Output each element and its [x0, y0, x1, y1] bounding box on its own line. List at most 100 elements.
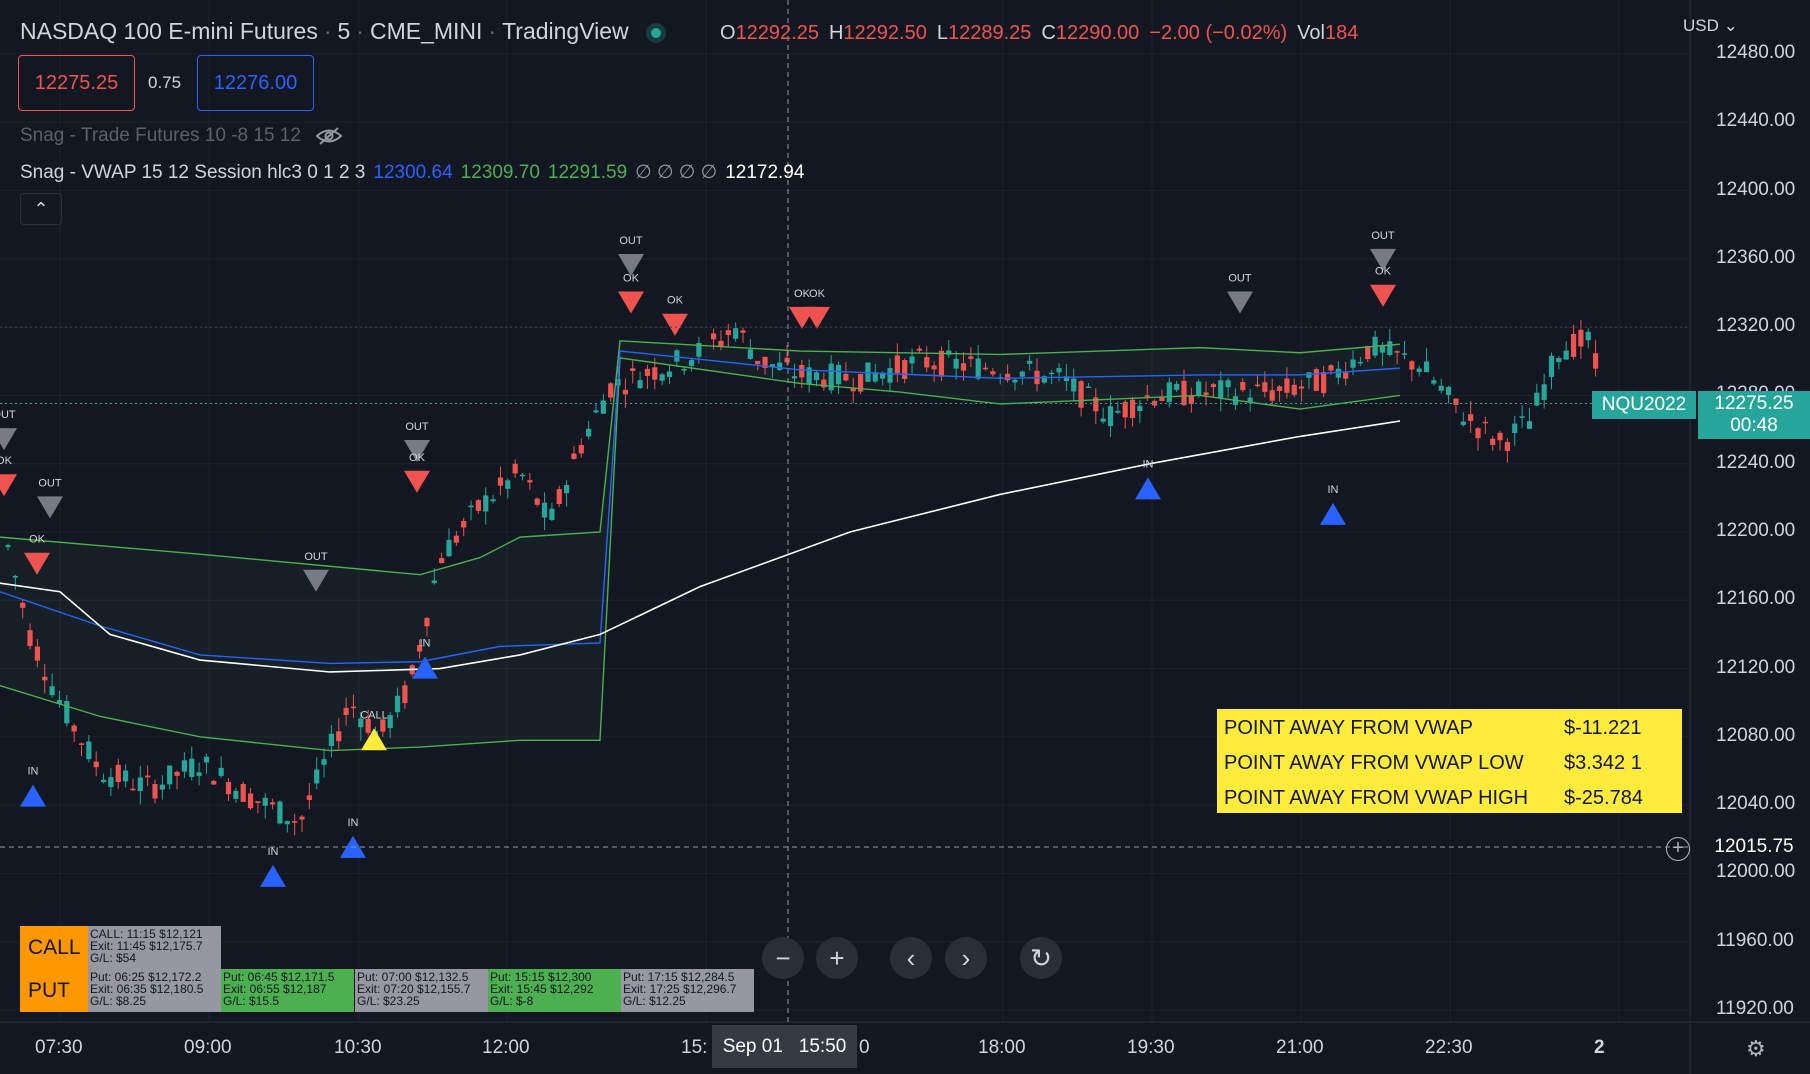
candle-body	[835, 364, 842, 385]
exchange-label: CME_MINI	[369, 18, 483, 44]
symbol-header[interactable]: NASDAQ 100 E-mini Futures · 5 · CME_MINI · Tra…	[20, 18, 683, 45]
symbol-name[interactable]: NASDAQ 100 E-mini Futures	[20, 18, 318, 44]
put-signal-arrow	[804, 306, 830, 329]
candle-body	[152, 784, 158, 799]
candle-body	[108, 777, 114, 788]
candle-body	[1578, 329, 1584, 347]
candle-body	[262, 797, 268, 806]
trade-cell-line: Put: 06:45 $12,171.5	[223, 970, 335, 984]
candle-body	[490, 499, 496, 502]
scroll-right-button[interactable]: ›	[945, 937, 987, 979]
candle-body	[1181, 380, 1187, 406]
time-axis-label: 19:30	[1127, 1037, 1175, 1058]
out-signal-label: OUT	[38, 477, 62, 489]
settings-gear-icon[interactable]: ⚙	[1746, 1036, 1766, 1061]
candle-body	[1526, 421, 1533, 429]
reset-chart-button[interactable]: ↻	[1020, 937, 1062, 979]
candle-body	[1276, 386, 1283, 392]
time-axis-label: 2	[1594, 1037, 1605, 1058]
candle-body	[608, 383, 614, 398]
put-signal-label: OK	[794, 288, 811, 300]
candle-body	[1387, 341, 1393, 355]
collapse-legend-button[interactable]: ⌃	[20, 193, 62, 225]
change-value: −2.00 (−0.02%)	[1149, 22, 1288, 44]
candle-body	[1343, 372, 1349, 379]
candle-body	[343, 707, 349, 716]
candle-body	[1490, 438, 1496, 445]
candle-body	[534, 498, 540, 505]
candle-body	[1328, 365, 1334, 371]
candle-body	[145, 775, 151, 778]
candle-body	[1063, 376, 1069, 382]
candle-body	[1174, 383, 1180, 390]
trade-cell-line: Exit: 11:45 $12,175.7	[90, 939, 203, 953]
trade-cell-line: Put: 06:25 $12,172.2	[90, 970, 202, 984]
candle-body	[505, 480, 511, 489]
zoom-out-button[interactable]: −	[762, 937, 804, 979]
candle-body	[821, 379, 827, 388]
interval-label[interactable]: 5	[337, 18, 351, 44]
out-signal-label: OUT	[1371, 230, 1395, 242]
put-signal-arrow	[662, 313, 688, 336]
time-axis-label: 21:00	[1276, 1037, 1324, 1058]
candle-body	[1085, 386, 1092, 389]
platform-label: TradingView	[502, 18, 629, 44]
candle-body	[270, 802, 276, 805]
put-signal-arrow	[1370, 284, 1396, 307]
candle-body	[674, 350, 680, 362]
spread-value: 0.75	[148, 73, 182, 92]
trade-cell-line: G/L: $8.25	[90, 994, 147, 1008]
candle-body	[181, 760, 187, 772]
currency-label: USD	[1683, 16, 1719, 35]
candle-body	[549, 508, 555, 520]
candle-body	[314, 769, 320, 784]
candle-body	[1570, 333, 1577, 357]
candle-body	[652, 367, 658, 380]
candle-body	[938, 350, 945, 377]
candle-body	[894, 355, 900, 374]
crosshair-price-tag: 12015.75	[1698, 833, 1810, 861]
na-values: ∅ ∅ ∅ ∅	[635, 162, 718, 183]
candle-body	[130, 788, 136, 791]
candle-body	[924, 357, 930, 368]
vwap-value: 12300.64	[373, 162, 453, 183]
trade-cell-line: G/L: $54	[90, 951, 137, 965]
put-signal-arrow	[404, 470, 430, 493]
time-axis-label: 18:00	[978, 1037, 1026, 1058]
candle-body	[1100, 418, 1106, 422]
vwap-line	[0, 350, 1401, 665]
scroll-left-button[interactable]: ‹	[890, 937, 932, 979]
candle-body	[850, 387, 856, 392]
candle-body	[1475, 428, 1481, 439]
price-axis-label: 12440.00	[1716, 110, 1796, 132]
open-label: O	[720, 22, 736, 44]
candle-body	[1041, 376, 1047, 383]
indicator-vwap[interactable]: Snag - VWAP 15 12 Session hlc3 0 1 2 3 12…	[20, 161, 812, 184]
candle-body	[203, 756, 210, 763]
price-axis-label: 11960.00	[1716, 929, 1794, 951]
candle-body	[358, 718, 364, 728]
buy-button[interactable]: 12276.00	[197, 55, 314, 111]
candle-body	[218, 767, 224, 776]
zoom-in-button[interactable]: +	[816, 937, 858, 979]
hidden-eye-icon[interactable]	[315, 127, 343, 145]
price-axis-label: 12160.00	[1716, 588, 1796, 610]
candle-body	[564, 485, 570, 494]
candle-body	[468, 505, 474, 508]
candle-body	[1350, 359, 1356, 368]
out-signal-label: OUT	[405, 421, 429, 433]
candle-body	[402, 685, 408, 704]
candle-body	[1262, 382, 1268, 392]
currency-select[interactable]: USD ⌄	[1683, 16, 1738, 36]
candle-body	[424, 617, 430, 627]
candle-body	[931, 365, 937, 370]
candle-body	[34, 646, 40, 661]
vwap-upper-value: 12309.70	[460, 162, 540, 183]
indicator-trade-futures[interactable]: Snag - Trade Futures 10 -8 15 12	[20, 125, 343, 147]
vwap-row-value: $-11.221	[1564, 717, 1642, 739]
candle-body	[806, 367, 812, 385]
candle-body	[1247, 397, 1253, 402]
sell-button[interactable]: 12275.25	[18, 55, 135, 111]
add-alert-icon[interactable]: +	[1666, 837, 1690, 861]
